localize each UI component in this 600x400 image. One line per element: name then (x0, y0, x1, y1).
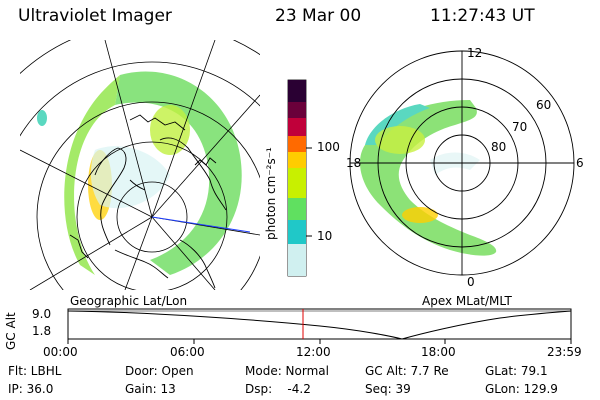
altitude-xtick-2359: 23:59 (547, 345, 582, 359)
glat-info: GLat: 79.1 (485, 364, 548, 378)
gain-info: Gain: 13 (125, 382, 176, 396)
mlt-6-label: 6 (576, 156, 584, 170)
lat-60-label: 60 (536, 98, 552, 112)
dsp-info: Dsp: -4.2 (245, 382, 311, 396)
lat-80-label: 80 (491, 140, 507, 154)
gc-alt-info: GC Alt: 7.7 Re (365, 364, 449, 378)
aurora-oval-magnetic (360, 100, 497, 256)
aurora-oval-geographic (37, 71, 242, 275)
polar-map (349, 50, 575, 276)
altitude-ylabel: GC Alt (4, 312, 18, 350)
latitude-circles (20, 40, 260, 290)
geographic-map (20, 40, 260, 290)
colorbar-tick-10: 10 (317, 229, 333, 243)
polar-grid (349, 50, 575, 276)
colorbar (287, 79, 312, 277)
altitude-ytick-min: 1.8 (32, 324, 52, 338)
instrument-title: Ultraviolet Imager (18, 6, 172, 26)
mlt-0-label: 0 (467, 275, 475, 289)
glon-info: GLon: 129.9 (485, 382, 558, 396)
mode-info: Mode: Normal (245, 364, 329, 378)
altitude-xtick-1200: 12:00 (296, 345, 331, 359)
altitude-plot (67, 308, 572, 344)
coastlines (69, 114, 227, 289)
filter-info: Flt: LBHL (8, 364, 62, 378)
sun-direction-line (151, 216, 251, 233)
mlt-12-label: 12 (467, 46, 483, 60)
meridians (20, 40, 260, 290)
altitude-xtick-0000: 00:00 (43, 345, 78, 359)
colorbar-tick-100: 100 (317, 140, 340, 154)
altitude-xtick-0600: 06:00 (170, 345, 205, 359)
altitude-ytick-max: 9.0 (32, 307, 52, 321)
seq-info: Seq: 39 (365, 382, 411, 396)
lat-70-label: 70 (512, 120, 528, 134)
left-panel-caption: Geographic Lat/Lon (70, 294, 188, 308)
time-label: 11:27:43 UT (430, 6, 535, 26)
colorbar-unit-label: photon cm⁻²s⁻¹ (264, 147, 278, 240)
mlt-18-label: 18 (346, 156, 362, 170)
ip-info: IP: 36.0 (8, 382, 54, 396)
date-label: 23 Mar 00 (275, 6, 362, 26)
right-panel-caption: Apex MLat/MLT (422, 294, 512, 308)
altitude-xtick-1800: 18:00 (421, 345, 456, 359)
door-info: Door: Open (125, 364, 194, 378)
altitude-curve (67, 310, 572, 340)
